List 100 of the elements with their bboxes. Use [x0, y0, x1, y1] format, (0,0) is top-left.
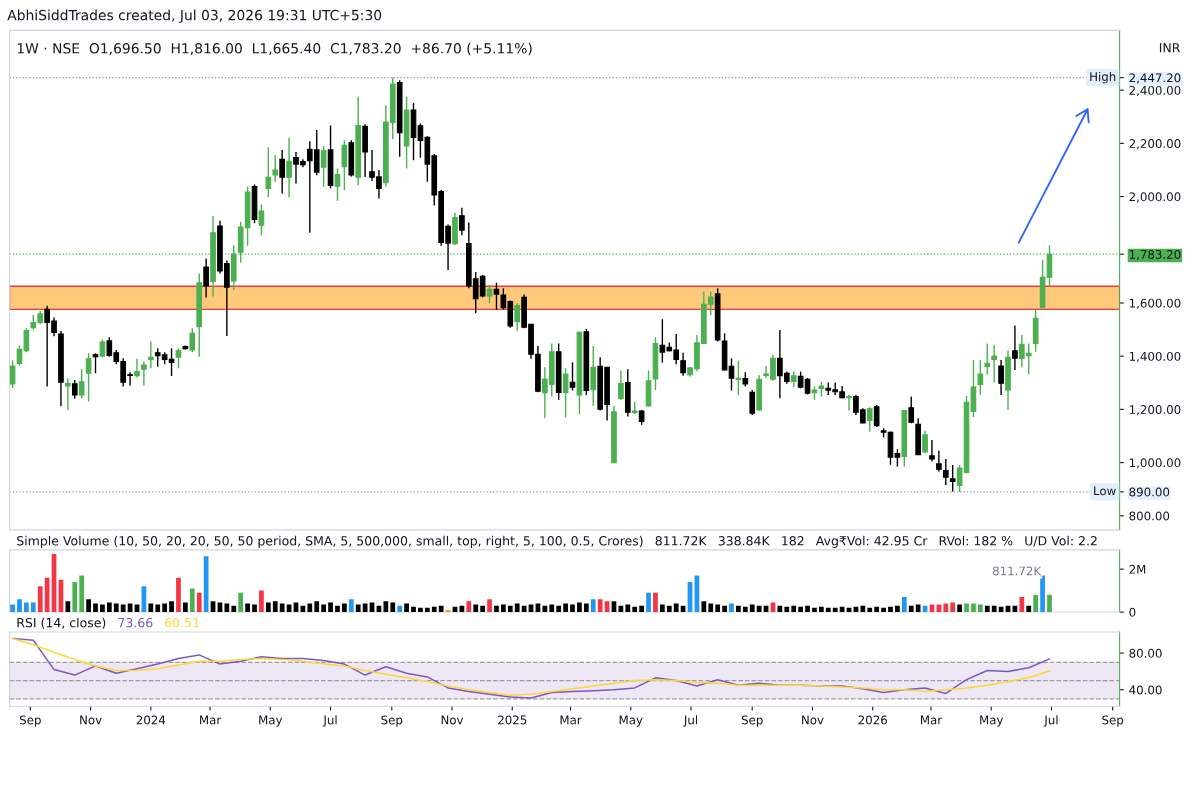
- bar: [639, 605, 644, 613]
- y-tick-label: 80.00: [1129, 648, 1162, 658]
- candlestick: [846, 394, 852, 412]
- y-tick-label: 1,783.20: [1129, 249, 1181, 261]
- x-tick-label: Nov: [80, 715, 102, 725]
- bar: [867, 607, 873, 613]
- bar: [881, 607, 886, 613]
- bar: [1033, 594, 1039, 613]
- bar: [784, 606, 790, 613]
- bar: [625, 604, 631, 613]
- bar: [977, 604, 983, 613]
- bar: [971, 603, 976, 613]
- candlestick: [65, 377, 71, 411]
- bar: [874, 606, 880, 613]
- bar: [915, 604, 921, 613]
- x-tick-label: Jul: [1043, 715, 1058, 727]
- bar: [646, 592, 651, 613]
- bar: [321, 604, 327, 613]
- bar: [169, 601, 174, 613]
- bar: [238, 592, 244, 613]
- candlestick: [949, 464, 956, 493]
- bar: [411, 606, 416, 613]
- x-tick-label: Sep: [381, 715, 403, 727]
- bar: [1019, 597, 1025, 613]
- bar: [348, 599, 354, 613]
- chart-title: Simple Volume (10, 50, 20, 20, 50, 50 period, SMA, 5, 500,000, small, top, right, 5, 100, 0.5, Crores): [17, 535, 643, 548]
- x-tick-label: Nov: [441, 715, 464, 725]
- candlestick: [286, 137, 292, 199]
- y-tick-label: 800.00: [1129, 511, 1170, 521]
- x-tick-label: Mar: [921, 715, 943, 725]
- x-tick-label: May: [619, 715, 643, 727]
- bar: [501, 604, 506, 613]
- chart-title: RSI (14, close): [17, 617, 106, 629]
- candlestick: [147, 340, 154, 369]
- candlestick: [562, 367, 569, 419]
- candlestick: [936, 449, 942, 473]
- bar: [742, 606, 748, 613]
- bar: [155, 604, 161, 613]
- bar: [583, 603, 589, 613]
- bar: [335, 605, 340, 613]
- bar: [65, 601, 71, 613]
- ref-line-label: High: [1090, 71, 1116, 84]
- bar: [106, 602, 112, 613]
- bar: [701, 601, 707, 613]
- y-tick-label: 2,400.00: [1129, 85, 1181, 97]
- bar: [825, 607, 831, 613]
- x-tick-label: May: [980, 715, 1004, 727]
- candlestick: [265, 146, 272, 199]
- bar: [901, 597, 907, 613]
- candlestick: [735, 360, 742, 396]
- bar: [950, 602, 956, 613]
- candlestick: [459, 207, 465, 236]
- bar: [245, 603, 250, 613]
- x-tick-label: May: [259, 715, 283, 727]
- bar: [418, 607, 423, 613]
- candlestick: [189, 327, 196, 353]
- y-tick-label: 2,000.00: [1129, 192, 1181, 203]
- text: U/D Vol: 2.2: [1025, 535, 1097, 547]
- y-tick-label: 0: [1129, 607, 1136, 617]
- y-tick-label: 40.00: [1129, 685, 1162, 695]
- y-tick-label: 890.00: [1129, 487, 1170, 497]
- bar: [473, 604, 479, 613]
- bar: [597, 599, 603, 613]
- bar: [397, 605, 403, 613]
- text: 811.72K: [655, 536, 707, 546]
- bar: [653, 592, 658, 613]
- candlestick: [618, 369, 624, 401]
- bar: [189, 588, 195, 613]
- bar: [514, 603, 520, 613]
- x-tick-label: Sep: [1102, 715, 1124, 727]
- bar: [1047, 594, 1052, 613]
- text: 182: [782, 536, 804, 546]
- bar: [148, 603, 154, 613]
- candlestick: [590, 345, 597, 407]
- bar: [10, 604, 15, 613]
- bar: [72, 582, 78, 613]
- y-axis-title: INR: [1159, 43, 1181, 53]
- bar: [37, 586, 43, 613]
- x-tick-label: Nov: [802, 715, 824, 725]
- candlestick: [71, 379, 78, 400]
- candlestick: [258, 203, 265, 236]
- bar: [722, 605, 727, 613]
- chart-subtitle: AbhiSiddTrades created, Jul 03, 2026 19:31 UTC+5:30: [7, 9, 382, 23]
- candlestick: [9, 359, 16, 389]
- candlestick: [929, 439, 935, 463]
- bar: [798, 606, 803, 613]
- bar: [708, 603, 714, 613]
- bar: [888, 606, 893, 613]
- bar: [507, 605, 513, 613]
- candlestick: [279, 149, 285, 195]
- x-tick-label: Sep: [741, 715, 763, 727]
- candlestick: [977, 359, 984, 396]
- candlestick: [134, 358, 140, 379]
- bar: [176, 577, 181, 613]
- candlestick: [78, 368, 85, 399]
- bar: [570, 604, 575, 613]
- candlestick: [320, 145, 327, 188]
- bar: [660, 604, 665, 613]
- candlestick: [272, 154, 279, 183]
- ref-line-label: Low: [1094, 486, 1116, 496]
